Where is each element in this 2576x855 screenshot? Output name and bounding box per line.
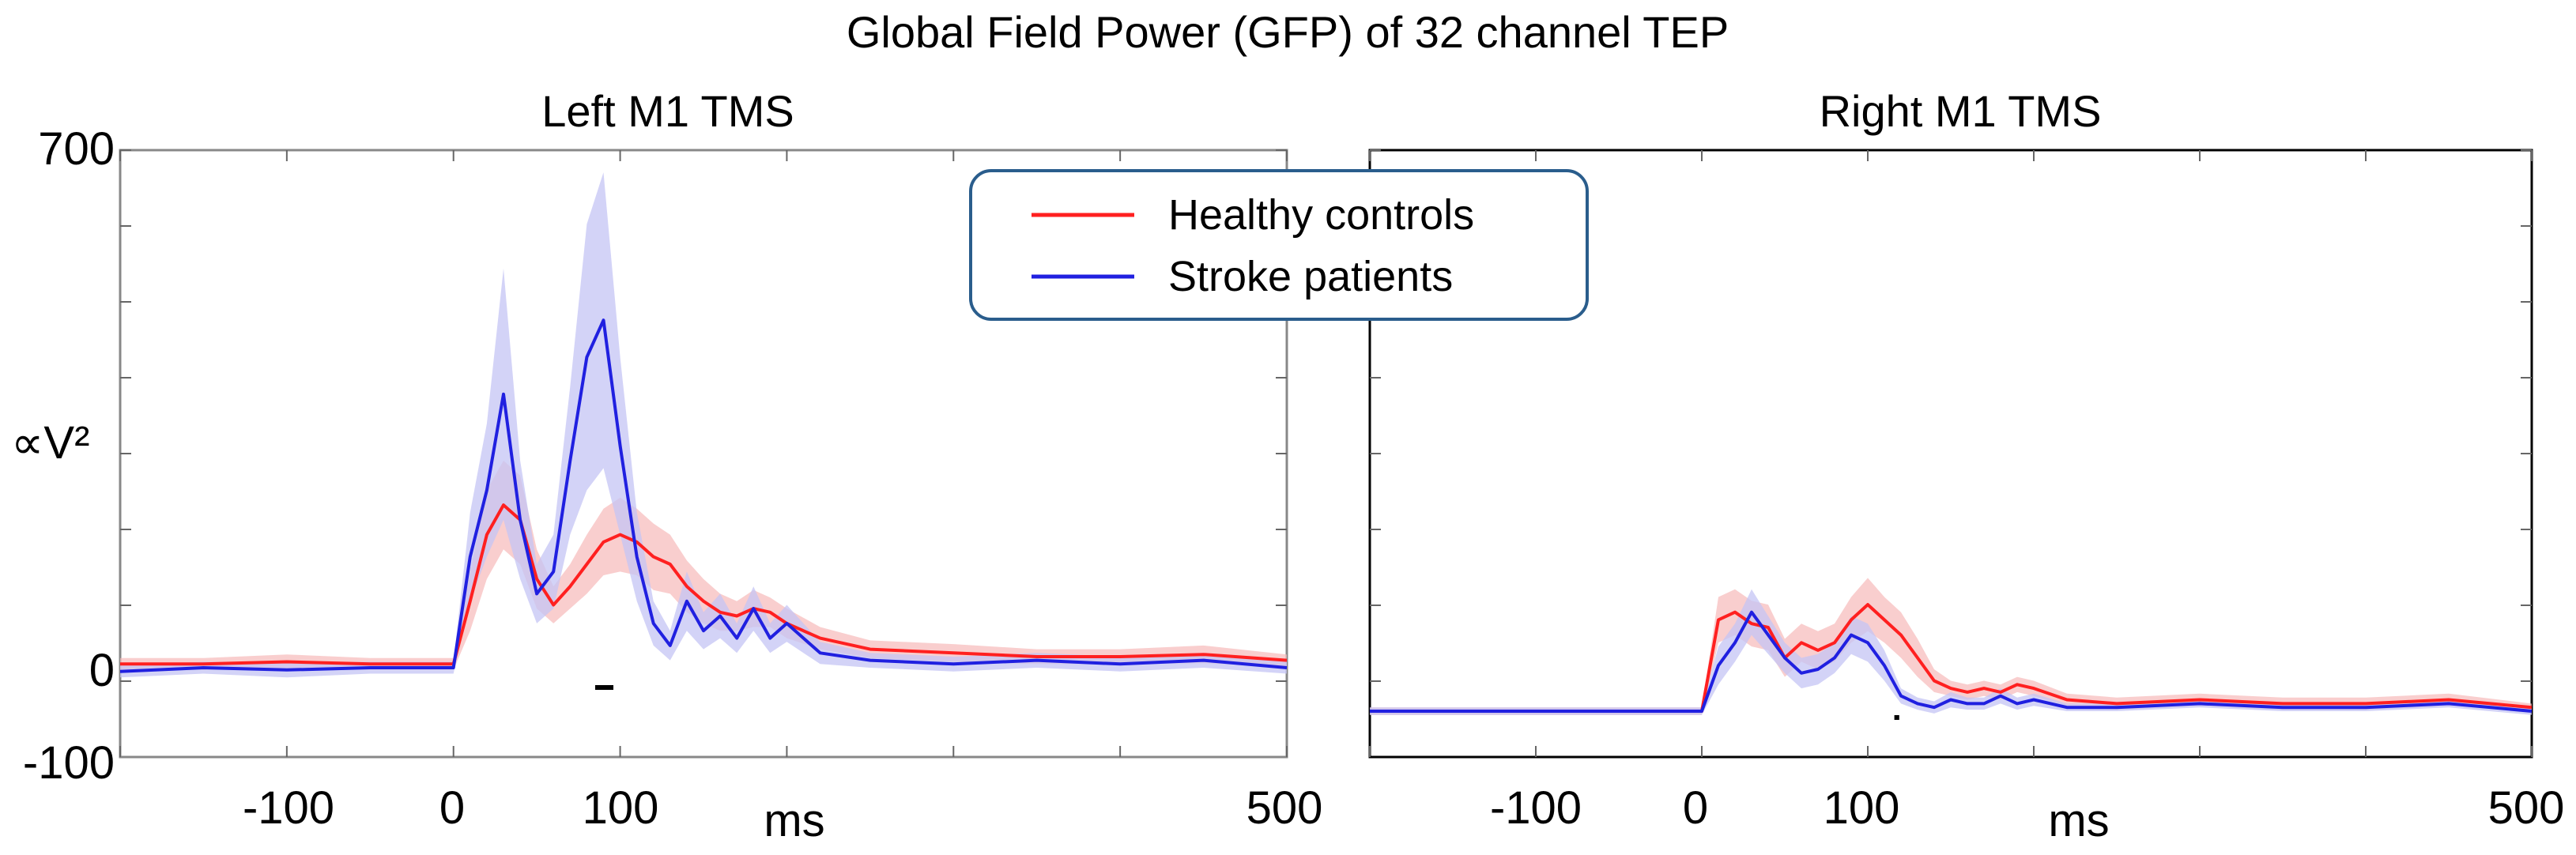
panel-left-m1: Left M1 TMS 700 0 -100 ∝V² -100 0 100 50…: [11, 86, 1322, 846]
xtick-label-left-0: 0: [439, 782, 465, 834]
series-line-left-stroke: [119, 318, 1288, 673]
figure-title: Global Field Power (GFP) of 32 channel T…: [847, 7, 1729, 57]
x-axis-label-left: ms: [764, 795, 824, 846]
legend-label-healthy: Healthy controls: [1168, 191, 1474, 239]
ytick-label-neg100: -100: [23, 737, 115, 789]
panel-title-right: Right M1 TMS: [1820, 86, 2102, 136]
xtick-label-right-100: 100: [1824, 782, 1900, 834]
xtick-label-right-neg100: -100: [1490, 782, 1582, 834]
x-axis-label-right: ms: [2048, 795, 2109, 846]
y-axis-label: ∝V²: [11, 417, 89, 469]
xtick-label-left-neg100: -100: [243, 782, 334, 834]
xtick-label-right-0: 0: [1683, 782, 1708, 834]
error-band-right-stroke: [1370, 589, 2532, 715]
legend: Healthy controls Stroke patients: [969, 169, 1589, 321]
xtick-label-left-100: 100: [583, 782, 659, 834]
legend-box: [969, 169, 1589, 321]
ytick-label-0: 0: [89, 645, 115, 696]
ytick-label-700: 700: [38, 123, 115, 175]
series-line-left-healthy: [120, 503, 1288, 666]
series-line-right-stroke: [1370, 610, 2533, 713]
legend-label-stroke: Stroke patients: [1168, 253, 1453, 300]
series-line-right-healthy: [1370, 603, 2533, 713]
xtick-label-left-500: 500: [1247, 782, 1323, 834]
panel-right-m1: Right M1 TMS -100 0 100 500 ms: [1368, 86, 2565, 846]
panel-title-left: Left M1 TMS: [541, 86, 794, 136]
error-band-left-healthy: [120, 461, 1287, 670]
xtick-label-right-500: 500: [2488, 782, 2565, 834]
